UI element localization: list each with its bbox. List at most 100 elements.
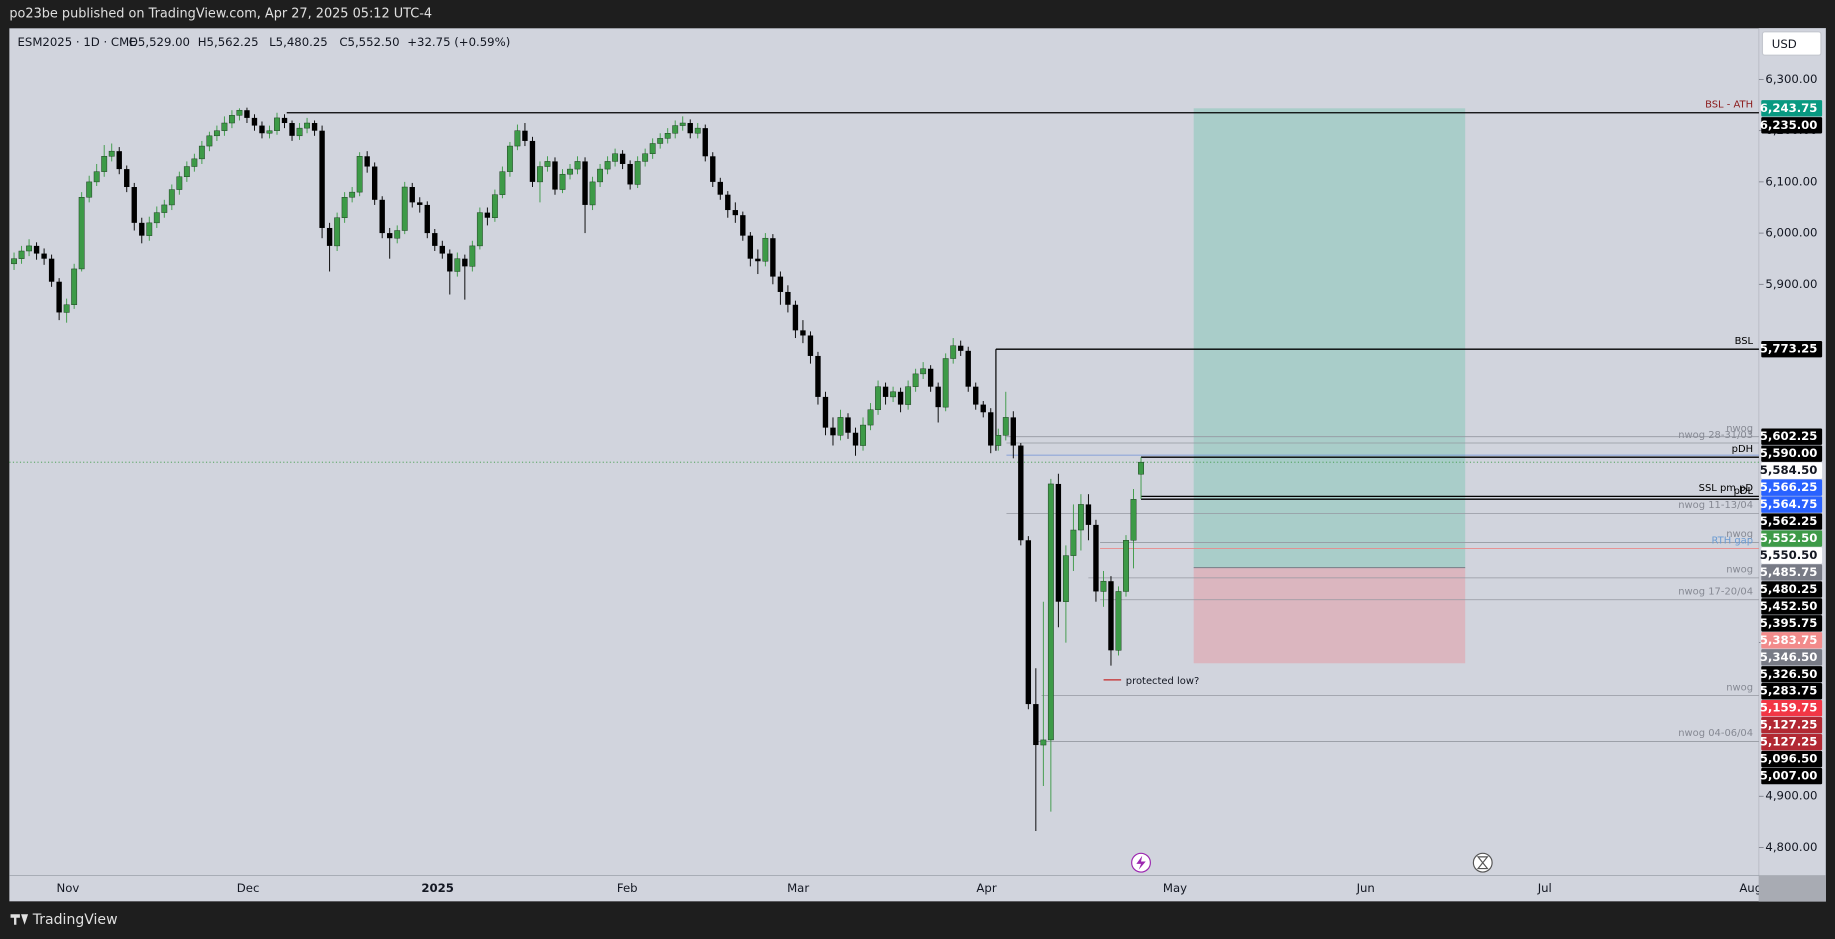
y-tick-label: 6,100.00: [1765, 174, 1817, 188]
candle-body: [905, 386, 912, 405]
y-tick-label: 4,800.00: [1765, 840, 1817, 854]
candle-body: [491, 194, 498, 218]
candle-body: [770, 238, 776, 277]
candle-body: [1070, 529, 1077, 556]
open: O5,529.00: [129, 35, 190, 49]
candle-body: [612, 153, 619, 162]
candle-body: [244, 110, 250, 118]
candle-body: [845, 417, 851, 433]
candle-body: [912, 373, 919, 387]
candle-body: [469, 245, 476, 267]
brand-logo: [10, 914, 29, 925]
candle-body: [958, 345, 964, 351]
price-label-box: [1761, 649, 1823, 666]
candle-body: [183, 166, 190, 178]
candle-body: [341, 197, 348, 218]
candle-body: [326, 227, 333, 246]
candle-body: [1055, 483, 1062, 602]
candle-body: [379, 199, 385, 234]
candle-body: [664, 133, 671, 139]
candle-body: [387, 233, 393, 239]
level-label: pDH: [1732, 444, 1753, 455]
candle-body: [499, 171, 506, 195]
level-label: RTH gap: [1711, 535, 1753, 546]
price-label: 5,552.50: [1760, 531, 1818, 545]
candle-body: [634, 161, 641, 185]
candle-body: [800, 330, 806, 336]
candle-body: [1047, 483, 1054, 741]
candle-body: [447, 253, 453, 272]
candle-body: [424, 204, 430, 234]
candle-body: [71, 268, 78, 305]
level-label: nwog 11-13/04: [1678, 500, 1753, 511]
price-label-box: [1761, 700, 1823, 717]
candle-body: [522, 130, 528, 141]
candle-body: [755, 258, 761, 262]
candle-body: [236, 109, 243, 116]
candle-body: [649, 143, 656, 154]
profit-zone: [1193, 108, 1466, 568]
x-tick-label: Nov: [56, 881, 79, 895]
currency-button[interactable]: [1761, 31, 1822, 56]
candle-body: [198, 145, 205, 160]
candle-body: [604, 161, 611, 170]
axis-corner: [1758, 875, 1826, 902]
candle-body: [897, 391, 904, 405]
candle-body: [860, 424, 866, 446]
candle-body: [777, 276, 784, 292]
level-label: BSL - ATH: [1705, 100, 1753, 111]
level-label: BSL: [1735, 336, 1754, 347]
candle-body: [1085, 504, 1092, 525]
candle-body: [950, 345, 957, 359]
candle-body: [1100, 580, 1107, 592]
candle-body: [717, 181, 723, 195]
price-label-box: [1761, 547, 1823, 564]
x-tick-label: Apr: [976, 881, 996, 895]
high: H5,562.25: [198, 35, 259, 49]
candle-body: [935, 386, 941, 408]
price-label-box: [1761, 564, 1823, 581]
currency[interactable]: USD: [1772, 37, 1797, 51]
candle-body: [356, 156, 363, 193]
loss-zone: [1193, 567, 1466, 664]
price-label: 5,283.75: [1760, 684, 1818, 698]
level-label: pDL: [1734, 486, 1754, 497]
y-tick-label: 6,000.00: [1765, 226, 1817, 240]
candle-body: [574, 161, 581, 170]
candle-body: [48, 258, 55, 282]
price-label: 5,007.00: [1760, 769, 1818, 783]
change: +32.75 (+0.59%): [407, 35, 510, 49]
price-label: 5,326.50: [1760, 667, 1818, 681]
candle-body: [221, 122, 228, 131]
candle-body: [63, 304, 70, 313]
candle-body: [86, 181, 93, 198]
price-label-box: [1761, 462, 1823, 479]
symbol: ESM2025 · 1D · CME: [18, 35, 137, 49]
candle-body: [462, 258, 468, 267]
candle-body: [807, 335, 814, 356]
price-label-box: [1761, 428, 1823, 445]
candle-body: [552, 161, 558, 190]
price-label-box: [1761, 445, 1823, 462]
candle-body: [139, 222, 145, 236]
y-tick-label: 6,300.00: [1765, 72, 1817, 86]
candle-body: [514, 130, 521, 147]
candle-body: [747, 235, 754, 259]
level-label: nwog 28-31/03: [1678, 430, 1753, 441]
candle-body: [927, 368, 934, 387]
candle-body: [702, 128, 708, 157]
candle-body: [657, 138, 664, 144]
candle-body: [153, 212, 160, 224]
candle-body: [544, 161, 551, 167]
candle-body: [1010, 417, 1016, 446]
price-label-box: [1761, 100, 1823, 117]
candle-body: [582, 161, 588, 205]
price-label-box: [1761, 767, 1823, 785]
candle-body: [1123, 540, 1129, 592]
candle-body: [1108, 581, 1114, 651]
candle-body: [725, 194, 731, 211]
candle-body: [364, 156, 370, 167]
price-label-box: [1761, 716, 1823, 734]
price-label-box: [1761, 598, 1823, 615]
